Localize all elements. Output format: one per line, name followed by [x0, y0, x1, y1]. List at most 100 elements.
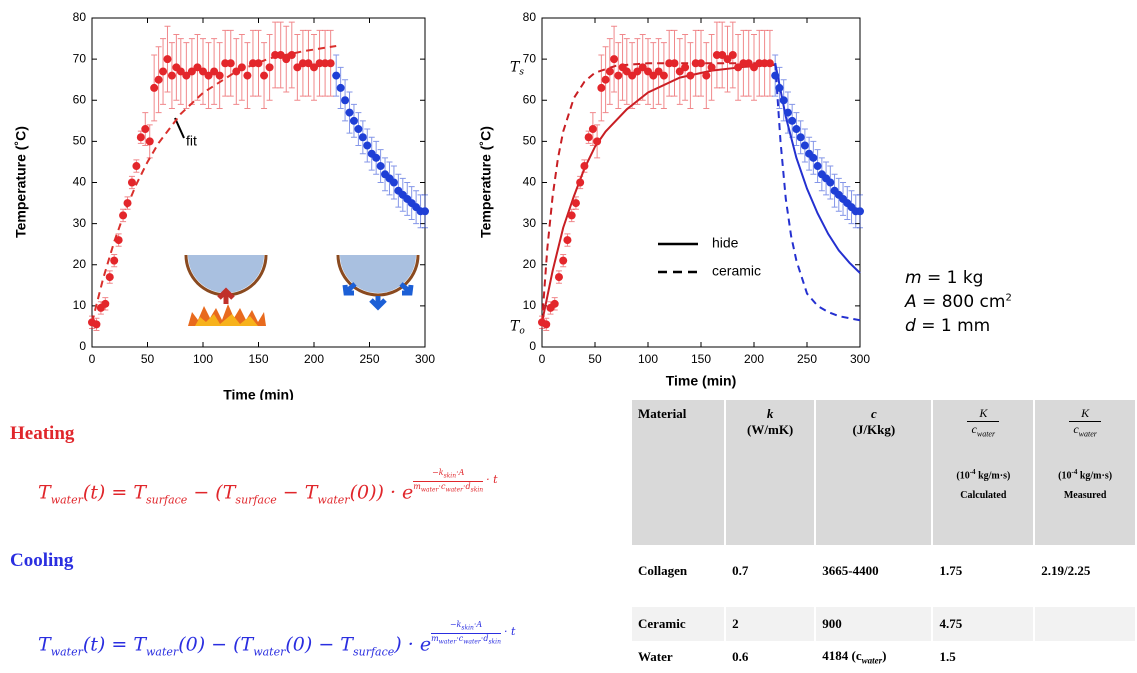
line: [774, 63, 861, 322]
equation: Twater(t) = Tsurface − (Tsurface − Twate…: [38, 468, 498, 506]
point: [136, 133, 145, 142]
x-tick-label: 200: [744, 352, 764, 366]
table-cell: [1034, 641, 1137, 673]
equation-label: Heating: [10, 423, 75, 444]
x-tick-label: 100: [193, 352, 213, 366]
math-text: ·A: [456, 468, 465, 477]
header-cell: k (W/mK): [725, 400, 817, 545]
y-tick-label: 60: [73, 92, 87, 106]
math-text: T: [240, 633, 254, 656]
subscript: surface: [146, 493, 188, 507]
point: [567, 211, 576, 220]
point: [237, 63, 246, 72]
math-text: −k: [449, 620, 462, 629]
subscript: water: [146, 645, 179, 659]
point: [372, 153, 381, 162]
math-text: 4184 (: [822, 648, 856, 664]
symbol: k: [766, 406, 774, 421]
table-cell: 1.75: [932, 545, 1036, 597]
y-axis-title: Temperature (˚C): [13, 126, 29, 238]
table-cell: 1.5: [932, 641, 1036, 673]
math-text: ·c: [456, 633, 464, 643]
point: [593, 137, 602, 146]
point: [92, 320, 101, 329]
x-tick-label: 50: [588, 352, 602, 366]
point: [707, 63, 716, 72]
point: [554, 273, 563, 282]
cool-arrows: [342, 282, 414, 311]
annotation: fit: [186, 133, 197, 149]
math-text: (t) =: [82, 481, 134, 504]
y-tick-label: 70: [73, 51, 87, 65]
math-text: (0)) · e: [349, 481, 414, 504]
math-text: (0) − (: [178, 633, 241, 656]
point: [132, 162, 141, 171]
y-tick-label: 50: [73, 134, 87, 148]
point: [105, 273, 114, 282]
point: [363, 141, 372, 150]
point: [580, 162, 589, 171]
symbol: m: [905, 268, 922, 288]
numerator: K: [967, 406, 1000, 422]
math-text: c: [855, 648, 862, 664]
water-bowl: [340, 255, 416, 293]
point: [254, 59, 263, 68]
math-text: (t) =: [82, 633, 134, 656]
unit-text: (10: [1058, 470, 1072, 482]
numerator: K: [1069, 406, 1102, 422]
point: [809, 153, 818, 162]
math-text: ·A: [473, 620, 483, 629]
point: [114, 236, 123, 245]
math-text: m: [413, 481, 421, 491]
y-tick-label: 50: [523, 134, 537, 148]
point: [260, 71, 269, 80]
math-text: (0) −: [285, 633, 341, 656]
exponent: −kskin·A mwater·cwater·dskin · t: [431, 620, 515, 645]
denominator: cwater: [1069, 422, 1101, 438]
subscript: water: [50, 493, 83, 507]
x-tick-label: 0: [539, 352, 546, 366]
point: [210, 67, 219, 76]
point: [775, 83, 784, 92]
heat-arrow: [217, 287, 235, 304]
y-tick-label: 30: [523, 216, 537, 230]
math-text: ) · e: [394, 633, 432, 656]
parameter-text: = 800 cm: [916, 292, 1006, 312]
subscript: water: [253, 645, 286, 659]
exponent-tail: · t: [504, 625, 515, 638]
math-text: ·c: [438, 481, 446, 491]
y-tick-label: 40: [523, 175, 537, 189]
point: [167, 71, 176, 80]
spacer-row: [632, 597, 1137, 607]
point: [145, 137, 154, 146]
point: [315, 59, 324, 68]
x-tick-label: 150: [691, 352, 711, 366]
unit-text: kg/m·s): [975, 470, 1011, 482]
point: [813, 162, 822, 171]
point: [345, 108, 354, 117]
math-text: T: [38, 633, 51, 656]
point: [614, 71, 623, 80]
subscript: skin: [443, 472, 457, 480]
point: [542, 320, 551, 329]
exponent: −kskin·A mwater·cwater·dskin · t: [413, 468, 498, 493]
y-annotation: Ts: [510, 59, 524, 77]
point: [686, 71, 695, 80]
y-tick-label: 20: [523, 257, 537, 271]
x-tick-label: 300: [415, 352, 435, 366]
point: [101, 299, 110, 308]
fire-core: [195, 314, 258, 326]
x-tick-label: 0: [89, 352, 96, 366]
superscript: -4: [969, 468, 976, 477]
parameter-text: = 1 kg: [921, 268, 984, 288]
point: [193, 63, 202, 72]
table-row: Ceramic 2 900 4.75: [632, 607, 1137, 641]
table-cell: Water: [632, 641, 727, 673]
table-cell: Collagen: [632, 545, 727, 597]
point: [659, 71, 668, 80]
y-tick-label: 60: [523, 92, 537, 106]
point: [681, 63, 690, 72]
denominator: cwater: [967, 422, 999, 438]
parameter: A = 800 cm2: [905, 292, 1012, 312]
